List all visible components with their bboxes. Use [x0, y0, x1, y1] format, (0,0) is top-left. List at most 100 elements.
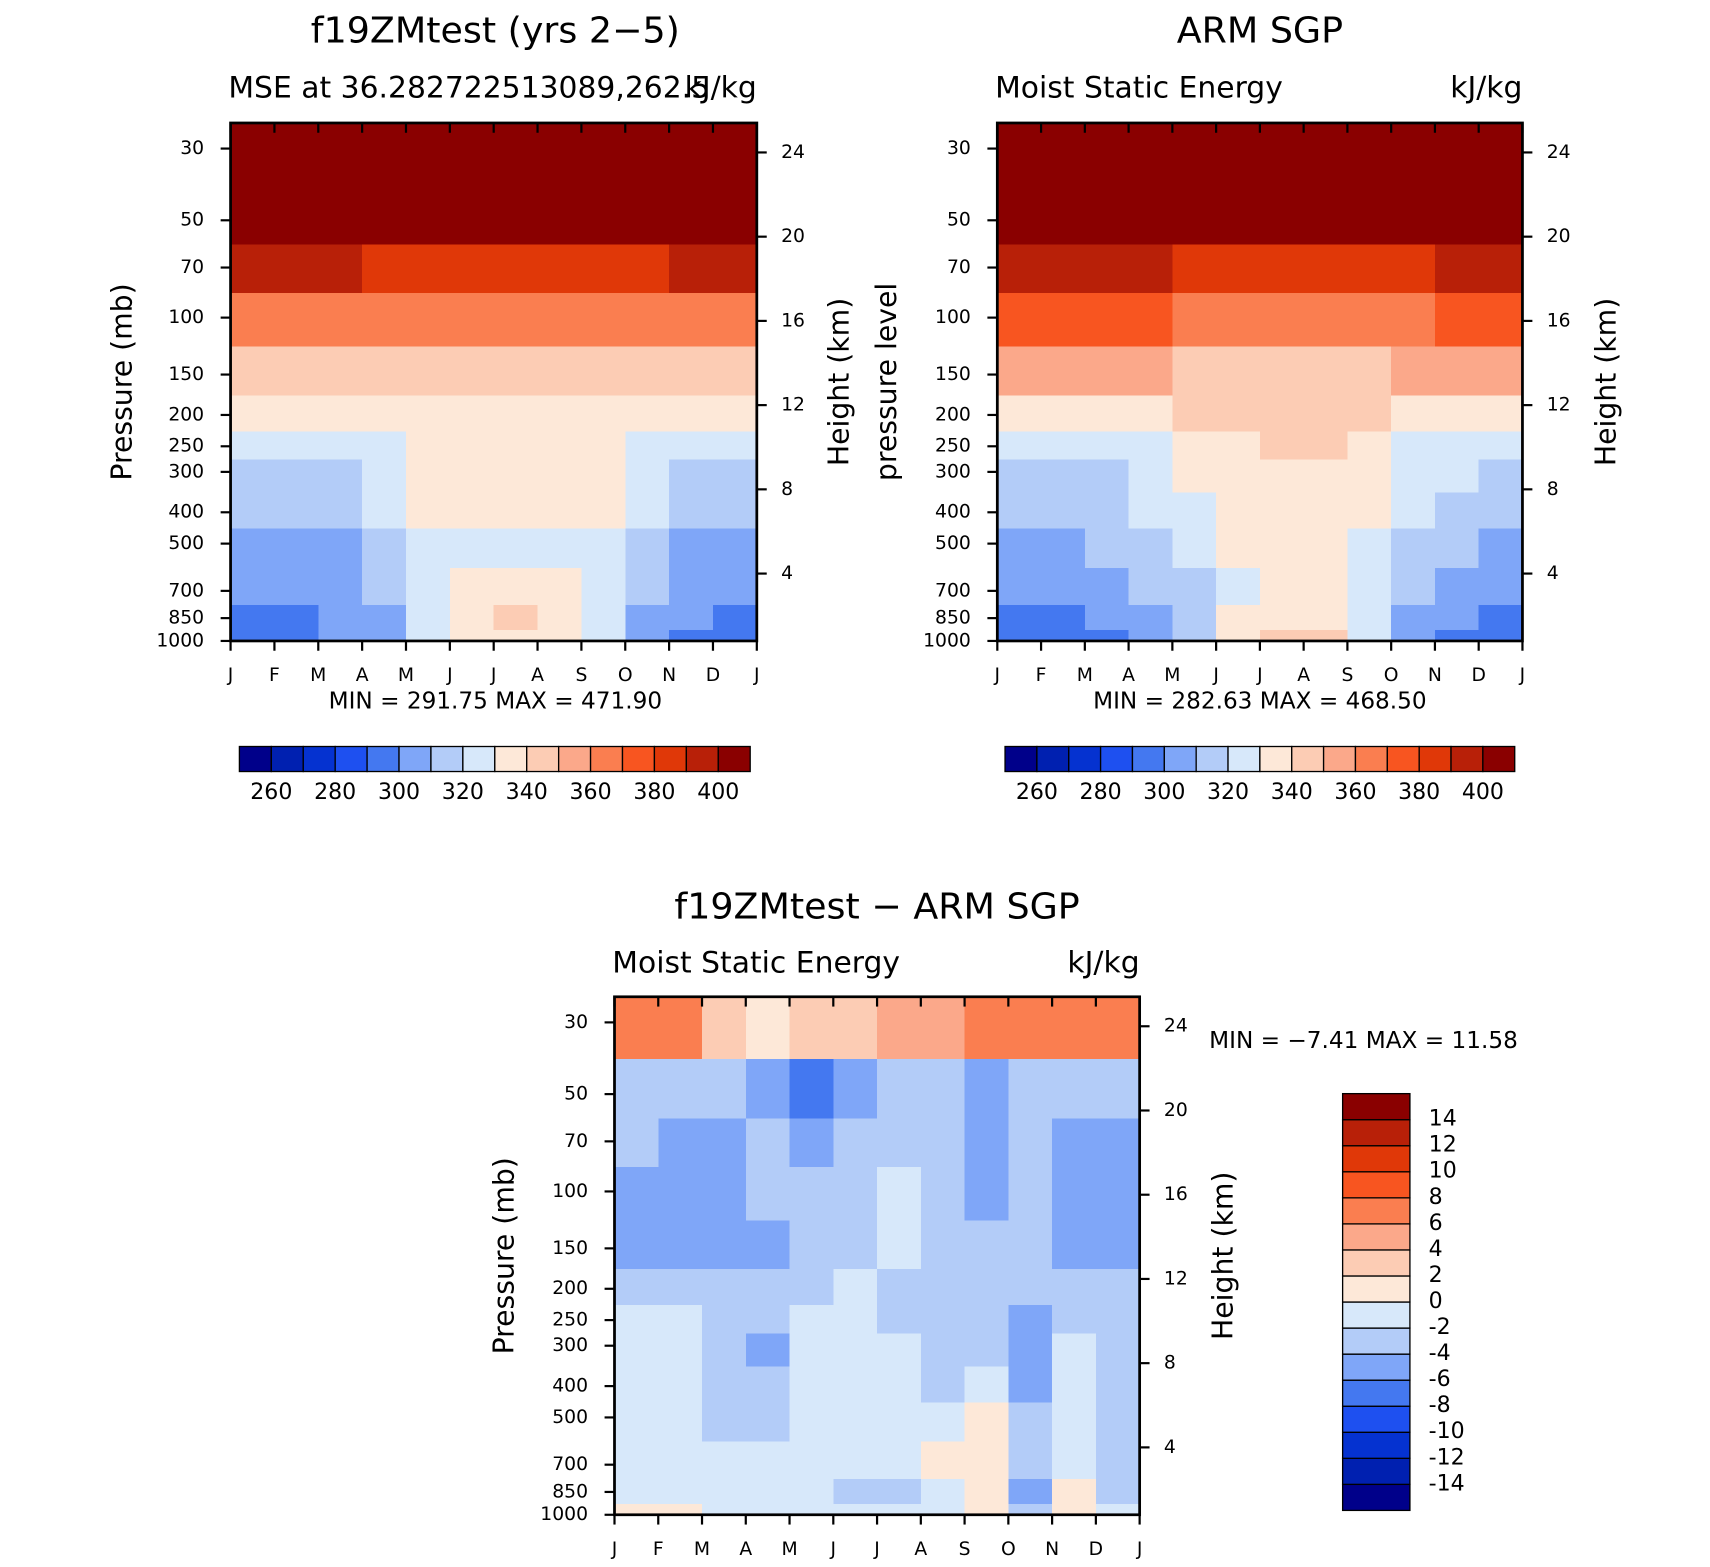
contour-cell	[581, 629, 626, 642]
contour-cell	[669, 459, 714, 493]
colorbar-label: -6	[1429, 1367, 1451, 1392]
contour-cell	[1172, 346, 1217, 396]
y-tick-label: 50	[180, 210, 204, 231]
contour-cell	[1008, 996, 1053, 1059]
y2-axis-label: Height (km)	[1206, 1172, 1239, 1340]
contour-cell	[1052, 1441, 1097, 1479]
contour-cell	[789, 1219, 834, 1270]
contour-cell	[1095, 1219, 1141, 1270]
contour-cell	[1095, 996, 1141, 1059]
contour-cell	[712, 604, 758, 631]
contour-cell	[1478, 629, 1524, 642]
contour-cell	[1391, 243, 1436, 294]
contour-cell	[1216, 184, 1261, 245]
contour-cell	[1052, 1478, 1097, 1505]
contour-cell	[1084, 430, 1130, 460]
contour-cell	[920, 1441, 966, 1479]
y2-tick-label: 12	[1164, 1269, 1188, 1290]
contour-cell	[997, 346, 1042, 396]
contour-cell	[1172, 629, 1217, 642]
contour-cell	[625, 346, 670, 396]
contour-cell	[1095, 1304, 1141, 1334]
y-tick-label: 1000	[923, 631, 971, 652]
contour-cell	[877, 1219, 922, 1270]
contour-cell	[230, 430, 276, 460]
x-tick-label: F	[653, 1539, 664, 1560]
contour-cell	[669, 492, 714, 529]
y-tick-label: 70	[947, 257, 971, 278]
contour-cell	[362, 629, 407, 642]
x-tick-label: D	[1471, 665, 1485, 686]
contour-cell	[1084, 567, 1130, 606]
colorbar-label: 380	[633, 780, 675, 805]
colorbar-box	[1341, 1197, 1411, 1225]
colorbar-label: 320	[1207, 780, 1249, 805]
colorbar-box	[1341, 1249, 1411, 1277]
contour-cell	[997, 629, 1042, 642]
contour-cell	[789, 1117, 834, 1168]
contour-cell	[1008, 1478, 1053, 1505]
colorbar-box	[1195, 745, 1229, 773]
contour-cell	[745, 1219, 791, 1270]
contour-cell	[1216, 527, 1261, 568]
contour-cell	[581, 394, 626, 432]
contour-cell	[1172, 243, 1217, 294]
contour-cell	[997, 430, 1042, 460]
contour-cell	[614, 1365, 659, 1403]
x-tick-label: F	[1036, 665, 1047, 686]
x-tick-label: J	[1136, 1539, 1143, 1560]
contour-cell	[318, 122, 363, 186]
contour-cell	[1478, 567, 1524, 606]
chart-title: f19ZMtest (yrs 2−5)	[311, 9, 680, 52]
contour-cell	[1391, 527, 1436, 568]
contour-cell	[1391, 567, 1436, 606]
contour-cell	[230, 527, 276, 568]
contour-cell	[877, 1365, 922, 1403]
contour-cell	[1008, 1304, 1053, 1334]
contour-cell	[920, 1304, 966, 1334]
contour-cell	[449, 567, 495, 606]
contour-cell	[362, 567, 407, 606]
contour-cell	[318, 394, 363, 432]
x-tick-label: F	[269, 665, 280, 686]
contour-cell	[1347, 629, 1392, 642]
y-tick-label: 250	[168, 436, 204, 457]
colorbar-box	[1341, 1223, 1411, 1251]
contour-cell	[449, 346, 495, 396]
contour-cell	[1391, 184, 1436, 245]
contour-cell	[230, 184, 276, 245]
y-tick-label: 100	[552, 1181, 588, 1202]
colorbar-box	[1386, 745, 1420, 773]
contour-cell	[669, 346, 714, 396]
colorbar-box	[1341, 1092, 1411, 1121]
contour-cell	[1478, 430, 1524, 460]
contour-cell	[274, 394, 319, 432]
contour-cell	[1084, 122, 1130, 186]
contour-cell	[833, 1365, 878, 1403]
contour-cell	[833, 1268, 878, 1306]
contour-cell	[920, 996, 966, 1059]
contour-cell	[997, 394, 1042, 432]
colorbar-label: 2	[1429, 1263, 1443, 1288]
contour-cell	[1041, 604, 1086, 631]
contour-cell	[1008, 1117, 1053, 1168]
colorbar-label: -14	[1429, 1471, 1465, 1496]
contour-cell	[362, 430, 407, 460]
y-tick-label: 70	[180, 257, 204, 278]
contour-cell	[789, 1332, 834, 1367]
contour-cell	[449, 122, 495, 186]
contour-cell	[1478, 527, 1524, 568]
x-tick-label: M	[310, 665, 326, 686]
subtitle-left: Moist Static Energy	[612, 946, 900, 980]
contour-cell	[581, 604, 626, 631]
contour-cell	[920, 1058, 966, 1119]
contour-cell	[712, 346, 758, 396]
contour-cell	[1128, 567, 1174, 606]
y2-tick-label: 20	[1547, 226, 1571, 247]
stats: MIN = 291.75 MAX = 471.90	[329, 688, 662, 714]
contour-cell	[658, 996, 703, 1059]
contour-cell	[274, 184, 319, 245]
contour-cell	[1084, 243, 1130, 294]
colorbar-box	[717, 745, 751, 773]
